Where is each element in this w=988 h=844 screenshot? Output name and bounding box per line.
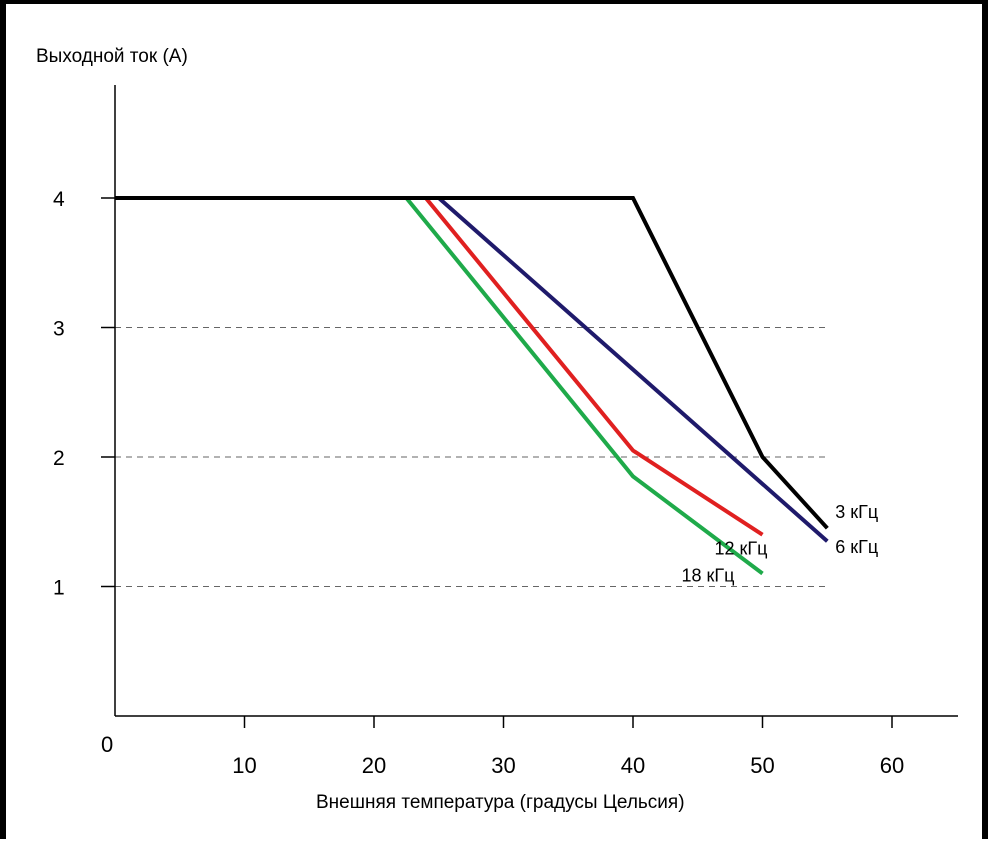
x-tick-label: 10 — [232, 753, 256, 778]
y-tick-label: 2 — [53, 447, 65, 470]
series-line — [115, 196, 829, 530]
x-tick-label: 20 — [362, 753, 386, 778]
series-line — [115, 196, 764, 576]
series-label: 12 кГц — [715, 539, 768, 559]
x-tick-label: 30 — [491, 753, 515, 778]
y-tick-label: 3 — [53, 318, 65, 341]
grid-layer — [115, 327, 828, 587]
x-tick-label: 40 — [621, 753, 645, 778]
series-label: 6 кГц — [835, 537, 878, 557]
x-axis-title: Внешняя температура (градусы Цельсия) — [316, 792, 685, 813]
series-line — [115, 196, 764, 537]
series-label: 3 кГц — [835, 502, 878, 522]
y-tick-label: 1 — [53, 577, 65, 600]
x-tick-label: 0 — [101, 732, 113, 757]
x-tick-label: 60 — [880, 753, 904, 778]
y-axis-title: Выходной ток (А) — [36, 46, 188, 67]
x-tick-label: 50 — [750, 753, 774, 778]
y-tick-label: 4 — [53, 188, 65, 211]
series-label: 18 кГц — [682, 566, 735, 586]
label-layer: 3 кГц 6 кГц 12 кГц 18 кГц — [682, 502, 879, 585]
series-layer — [115, 196, 829, 576]
